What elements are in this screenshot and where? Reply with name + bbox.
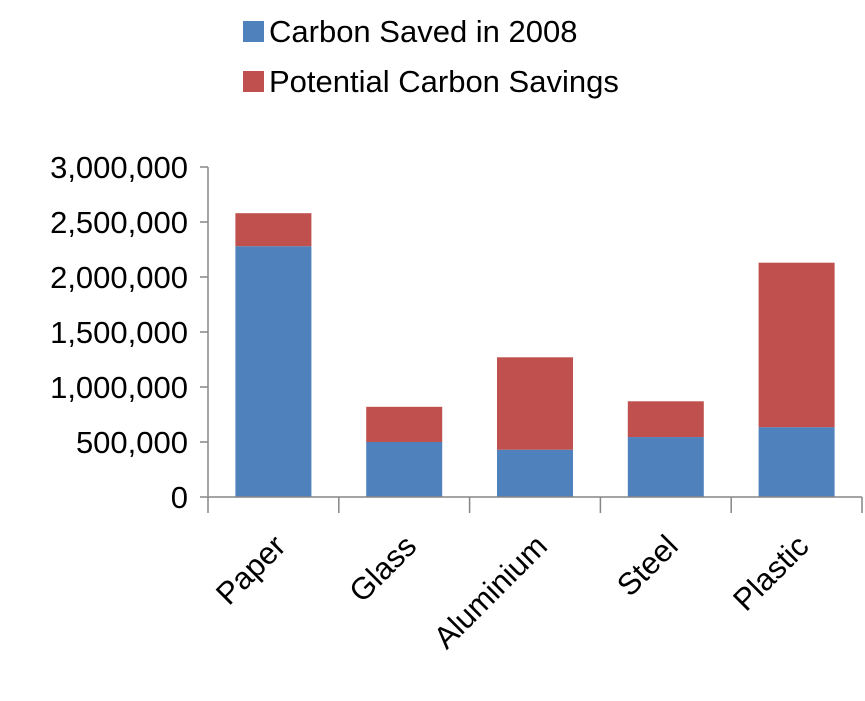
x-tick-label: Aluminium [427,528,554,655]
x-tick-label: Steel [610,528,685,603]
y-axis: 0 500,000 1,000,000 1,500,000 2,000,000 2,500… [50,150,209,515]
bar-plastic-series-2 [758,262,835,428]
x-tick-label: Plastic [726,528,815,617]
bar-paper-series-1 [235,246,312,497]
bar-steel-series-1 [627,437,704,497]
legend-label-2: Potential Carbon Savings [269,64,619,99]
x-tick-label: Paper [209,528,292,611]
x-tick-label: Glass [342,528,423,609]
y-tick-label: 500,000 [76,425,188,460]
y-tick-label: 3,000,000 [50,150,188,185]
bar-glass-series-1 [366,442,443,497]
bar-plastic-series-1 [758,427,835,497]
bar-steel-series-2 [627,401,704,438]
y-tick-label: 2,500,000 [50,205,188,240]
bar-aluminium-series-1 [497,449,573,497]
chart-legend: Carbon Saved in 2008 Potential Carbon Sav… [243,14,619,99]
legend-label-1: Carbon Saved in 2008 [269,14,578,49]
bar-glass-series-2 [366,406,443,442]
bar-aluminium-series-2 [497,357,573,450]
x-axis: Paper Glass Aluminium Steel Plastic [207,496,863,655]
y-tick-label: 0 [171,480,188,515]
y-tick-label: 1,500,000 [50,315,188,350]
bar-paper-series-2 [235,213,312,247]
y-tick-label: 2,000,000 [50,260,188,295]
bars [235,213,835,497]
legend-swatch-1 [243,21,264,42]
y-tick-label: 1,000,000 [50,370,188,405]
legend-swatch-2 [243,71,264,92]
